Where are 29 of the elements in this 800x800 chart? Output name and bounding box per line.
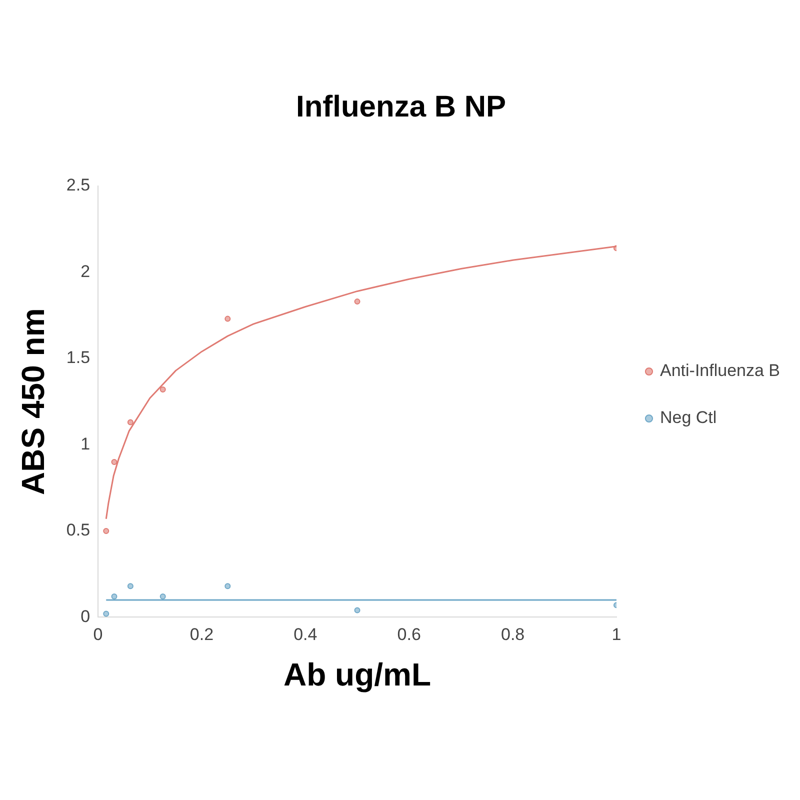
y-tick-label: 1 [80, 434, 90, 454]
point [103, 528, 110, 534]
chart-title: Influenza B NP [296, 90, 506, 124]
x-axis-title: Ab ug/mL [283, 656, 432, 693]
x-tick-label: 0.4 [294, 625, 318, 644]
y-tick-label: 2.5 [66, 176, 90, 195]
y-tick-label: 0 [80, 606, 90, 626]
point [354, 607, 360, 614]
legend-label: Anti-Influenza B [660, 361, 780, 380]
point [354, 298, 360, 305]
x-tick-label: 0 [93, 625, 103, 644]
y-axis-title: ABS 450 nm [15, 308, 52, 495]
x-tick-label: 0.8 [500, 625, 525, 644]
x-tick-label: 1 [612, 625, 622, 644]
point [127, 583, 134, 590]
point [160, 386, 166, 393]
x-tick-label: 0.6 [397, 625, 421, 644]
point [127, 419, 134, 426]
y-tick-label: 1.5 [66, 348, 90, 368]
x-tick-label: 0.2 [190, 625, 214, 644]
y-tick-label: 2 [80, 262, 90, 281]
point [103, 610, 110, 617]
point [224, 583, 231, 590]
y-tick-label: 0.5 [66, 520, 90, 540]
point [224, 316, 231, 322]
point [160, 594, 166, 600]
point [111, 458, 118, 465]
legend-label: Neg Ctl [660, 408, 717, 428]
point [111, 594, 118, 600]
